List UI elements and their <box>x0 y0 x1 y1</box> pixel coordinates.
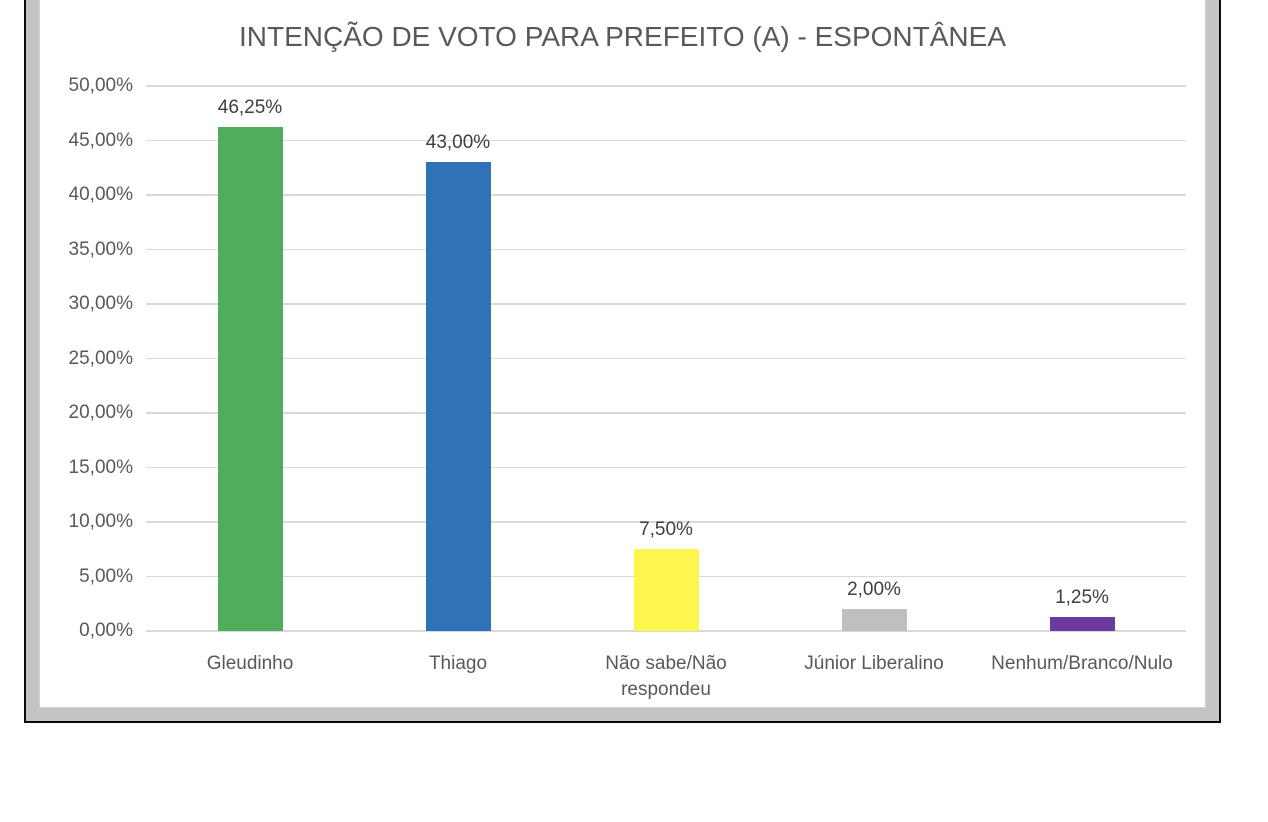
gridline <box>146 194 1186 196</box>
chart-bar[interactable] <box>1049 617 1115 631</box>
bar-value-label: 46,25% <box>217 96 283 118</box>
y-axis-tick-label: 30,00% <box>68 293 133 314</box>
x-axis-category-label: Thiago <box>428 653 488 674</box>
bar-value-label: 43,00% <box>425 132 491 154</box>
chart-canvas[interactable]: INTENÇÃO DE VOTO PARA PREFEITO (A) - ESP… <box>39 0 1206 708</box>
gridline <box>146 357 1186 360</box>
y-axis-tick-label: 25,00% <box>68 347 133 369</box>
bar-value-label: 2,00% <box>847 579 901 601</box>
y-axis-tick-label: 5,00% <box>79 565 133 587</box>
x-axis-category-label: Nenhum/Branco/Nulo <box>991 653 1173 674</box>
chart-bar[interactable] <box>841 609 907 631</box>
gridline <box>146 466 1186 469</box>
bar-value-label: 1,25% <box>1055 587 1109 609</box>
y-axis-tick-label: 0,00% <box>79 620 133 641</box>
chart-bar[interactable] <box>217 126 283 631</box>
y-axis-tick-label: 10,00% <box>68 511 133 532</box>
y-axis-tick-label: 45,00% <box>68 129 133 151</box>
y-axis-tick-label: 50,00% <box>68 75 133 96</box>
y-axis-tick-label: 40,00% <box>68 184 133 205</box>
x-axis-category-label: Júnior Liberalino <box>804 653 944 674</box>
y-axis-tick-label: 20,00% <box>68 402 133 423</box>
chart-bar[interactable] <box>633 549 699 631</box>
chart-title: INTENÇÃO DE VOTO PARA PREFEITO (A) - ESP… <box>238 21 1007 52</box>
gridline <box>146 630 1186 632</box>
gridline <box>146 139 1186 142</box>
y-axis-tick-label: 35,00% <box>68 238 133 260</box>
gridline <box>146 85 1186 87</box>
gridline <box>146 521 1186 523</box>
x-axis-category-label: Não sabe/Não respondeu <box>605 653 727 700</box>
x-axis-category-label: Gleudinho <box>206 653 294 674</box>
y-axis-tick-label: 15,00% <box>68 456 133 478</box>
gridline <box>146 412 1186 414</box>
bar-value-label: 7,50% <box>639 519 693 541</box>
gridline <box>146 303 1186 305</box>
chart-bar[interactable] <box>425 162 491 631</box>
gridline <box>146 248 1186 251</box>
chart-object-frame: INTENÇÃO DE VOTO PARA PREFEITO (A) - ESP… <box>24 0 1221 723</box>
